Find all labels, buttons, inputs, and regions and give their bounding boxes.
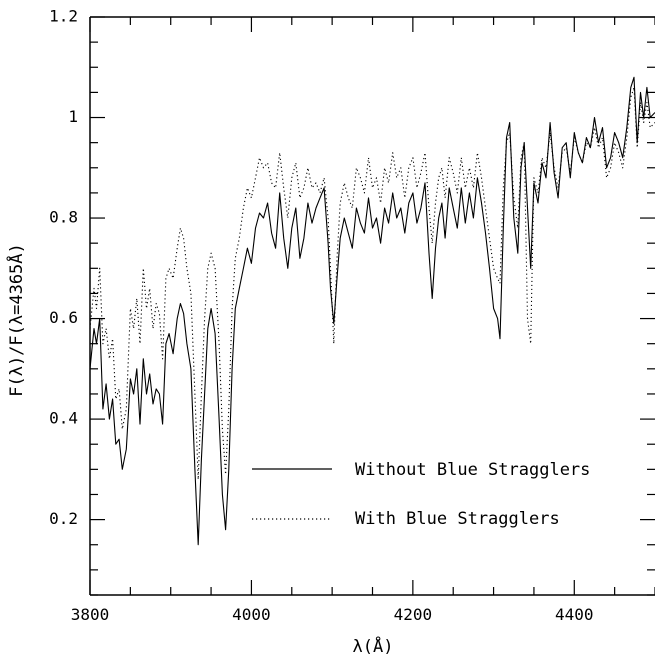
y-tick-label: 1.2 bbox=[49, 7, 78, 26]
y-tick-label: 1 bbox=[68, 107, 78, 126]
legend-label-with-blue-stragglers: With Blue Stragglers bbox=[355, 509, 560, 529]
series-layer bbox=[89, 76, 655, 546]
y-axis-label: F(λ)/F(λ=4365Å) bbox=[5, 243, 27, 397]
series-line-without-blue-stragglers bbox=[89, 76, 655, 546]
series-line-with-blue-stragglers bbox=[89, 86, 655, 480]
y-tick-label: 0.4 bbox=[49, 409, 78, 428]
y-tick-label: 0.2 bbox=[49, 509, 78, 528]
x-tick-label: 4400 bbox=[555, 605, 594, 624]
x-axis-label: λ(Å) bbox=[353, 635, 394, 657]
legend: Without Blue Stragglers With Blue Stragg… bbox=[252, 460, 590, 529]
x-tick-label: 3800 bbox=[71, 605, 110, 624]
x-tick-label: 4200 bbox=[394, 605, 433, 624]
y-tick-label: 0.8 bbox=[49, 208, 78, 227]
axes-layer: 3800 4000 4200 4400 0.2 0.4 0.6 0.8 1 1.2 bbox=[49, 7, 655, 624]
x-tick-label: 4000 bbox=[232, 605, 271, 624]
y-tick-label: 0.6 bbox=[49, 308, 78, 327]
legend-label-without-blue-stragglers: Without Blue Stragglers bbox=[355, 460, 590, 480]
